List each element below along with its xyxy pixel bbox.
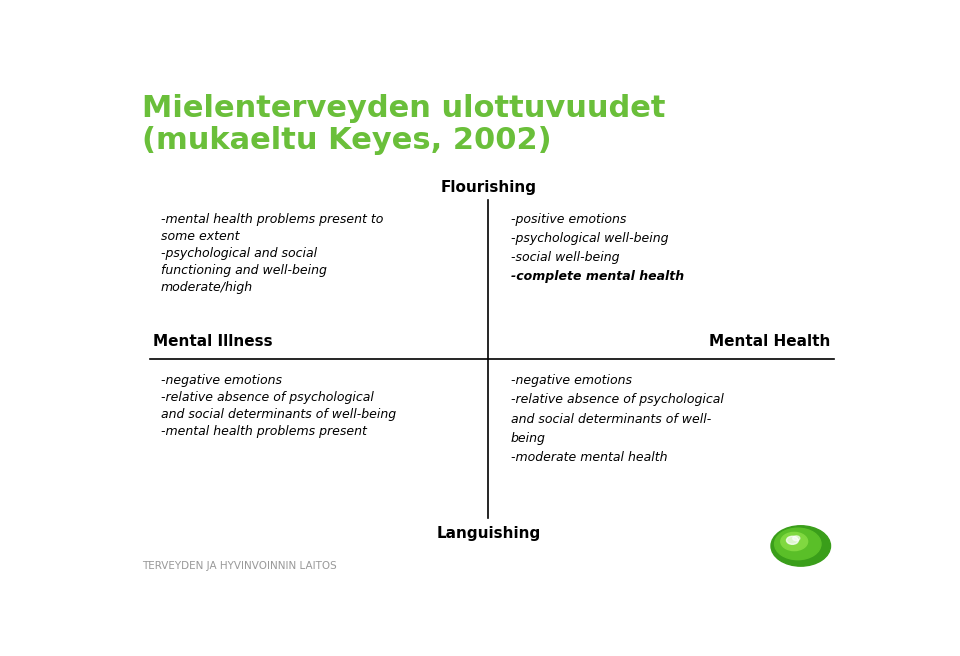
- Text: -complete mental health: -complete mental health: [511, 270, 684, 283]
- Circle shape: [793, 536, 800, 541]
- Circle shape: [780, 533, 807, 550]
- Text: being: being: [511, 432, 545, 445]
- Text: Mental Health: Mental Health: [709, 334, 830, 349]
- Text: Mielenterveyden ulottuvuudet
(mukaeltu Keyes, 2002): Mielenterveyden ulottuvuudet (mukaeltu K…: [142, 94, 666, 155]
- Text: -moderate mental health: -moderate mental health: [511, 451, 667, 464]
- Ellipse shape: [777, 553, 825, 561]
- Text: -psychological well-being: -psychological well-being: [511, 232, 668, 245]
- Text: -relative absence of psychological: -relative absence of psychological: [511, 394, 724, 407]
- Text: Languishing: Languishing: [436, 525, 540, 541]
- Text: -positive emotions: -positive emotions: [511, 213, 626, 226]
- Text: Flourishing: Flourishing: [441, 180, 537, 195]
- Text: -mental health problems present to
some extent
-psychological and social
functio: -mental health problems present to some …: [161, 213, 383, 294]
- Text: Mental Illness: Mental Illness: [154, 334, 273, 349]
- Circle shape: [771, 525, 830, 566]
- Text: -negative emotions: -negative emotions: [511, 374, 632, 387]
- Text: -negative emotions
-relative absence of psychological
and social determinants of: -negative emotions -relative absence of …: [161, 374, 396, 438]
- Text: -social well-being: -social well-being: [511, 251, 619, 264]
- Text: and social determinants of well-: and social determinants of well-: [511, 413, 710, 426]
- Text: TERVEYDEN JA HYVINVOINNIN LAITOS: TERVEYDEN JA HYVINVOINNIN LAITOS: [142, 562, 337, 571]
- Circle shape: [786, 536, 799, 544]
- Circle shape: [775, 528, 821, 560]
